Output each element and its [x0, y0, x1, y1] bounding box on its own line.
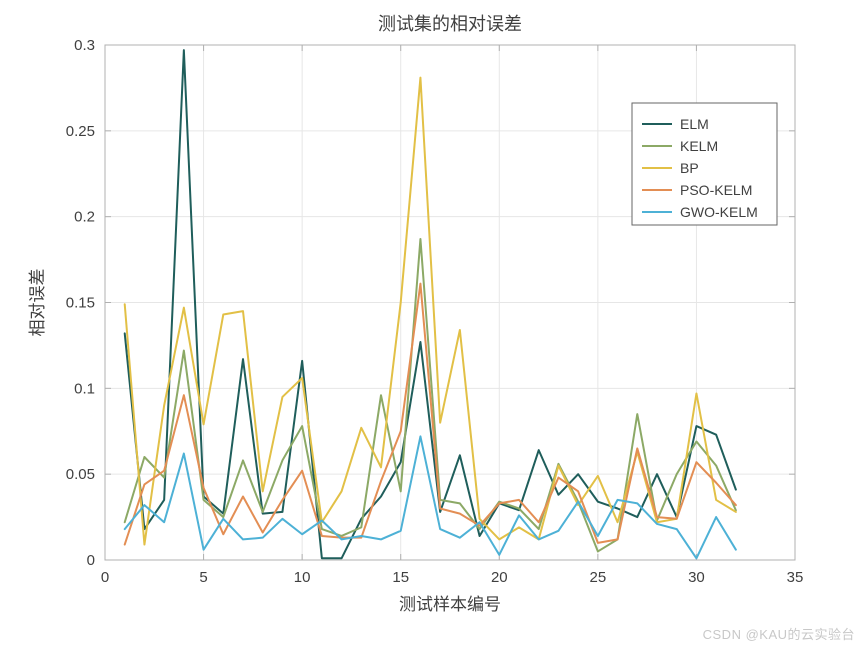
x-tick-label: 20 [491, 569, 508, 586]
x-tick-label: 5 [199, 569, 207, 586]
legend-label: KELM [680, 138, 718, 154]
y-axis-label: 相对误差 [28, 269, 47, 337]
y-tick-label: 0.2 [74, 209, 95, 226]
line-chart: 0 5 10 15 20 25 30 35 0 0.05 0.1 0.15 0.2 0.25 0.3 测试集的… [0, 0, 865, 649]
chart-title: 测试集的相对误差 [378, 14, 522, 34]
legend-label: BP [680, 160, 699, 176]
chart-bg [0, 0, 865, 649]
y-tick-label: 0.3 [74, 37, 95, 54]
x-axis-label: 测试样本编号 [399, 595, 501, 614]
y-tick-label: 0.05 [66, 466, 95, 483]
legend-label: GWO-KELM [680, 204, 758, 220]
watermark-text: CSDN @KAU的云实验台 [703, 624, 855, 643]
y-tick-label: 0.1 [74, 380, 95, 397]
y-tick-label: 0.25 [66, 123, 95, 140]
x-tick-label: 25 [590, 569, 607, 586]
x-tick-label: 0 [101, 569, 109, 586]
chart-container: 0 5 10 15 20 25 30 35 0 0.05 0.1 0.15 0.2 0.25 0.3 测试集的… [0, 0, 865, 649]
y-tick-label: 0.15 [66, 295, 95, 312]
x-tick-label: 15 [392, 569, 409, 586]
y-tick-label: 0 [87, 552, 95, 569]
legend-label: PSO-KELM [680, 182, 752, 198]
legend-label: ELM [680, 116, 709, 132]
x-tick-label: 35 [787, 569, 804, 586]
x-tick-label: 30 [688, 569, 705, 586]
x-tick-label: 10 [294, 569, 311, 586]
